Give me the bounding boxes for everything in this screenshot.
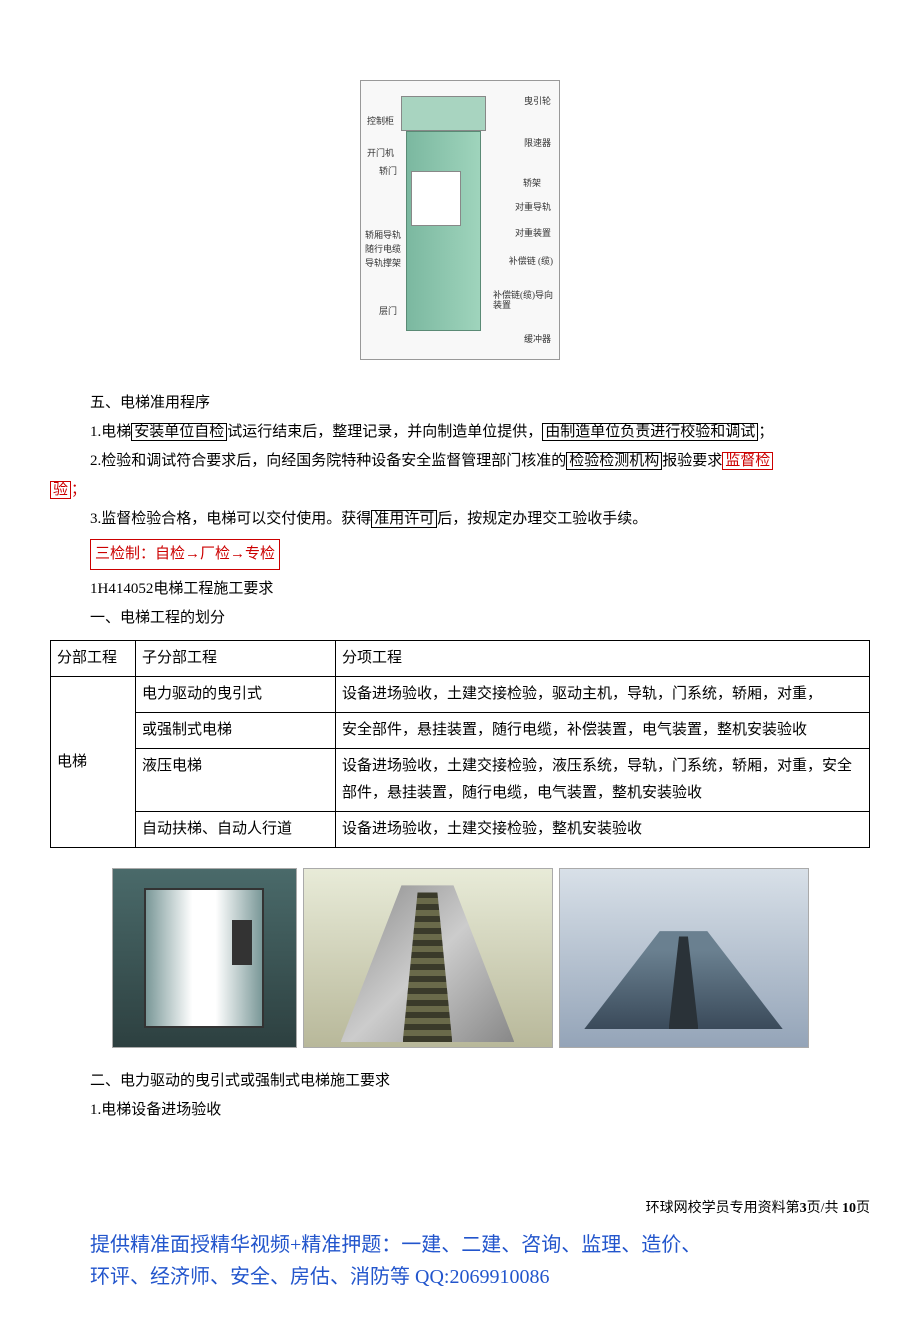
label-cwt-device: 对重装置 xyxy=(515,225,551,241)
cell-traction-2: 或强制式电梯 xyxy=(136,713,336,749)
table-row: 自动扶梯、自动人行道 设备进场验收，土建交接检验，整机安装验收 xyxy=(51,812,870,848)
cell-traction-1: 电力驱动的曳引式 xyxy=(136,677,336,713)
th-item: 分项工程 xyxy=(336,641,870,677)
promo-line1: 提供精准面授精华视频+精准押题：一建、二建、咨询、监理、造价、 xyxy=(90,1229,870,1261)
label-car-frame: 轿架 xyxy=(523,175,541,191)
section5-item3: 3.监督检验合格，电梯可以交付使用。获得准用许可后，按规定办理交工验收手续。 xyxy=(90,506,830,533)
section1-heading: 一、电梯工程的划分 xyxy=(90,605,830,632)
boxed-manufacturer-verify: 由制造单位负责进行校验和调试 xyxy=(542,423,758,441)
section2-heading: 二、电力驱动的曳引式或强制式电梯施工要求 xyxy=(90,1068,830,1095)
photo-moving-walkway xyxy=(559,868,809,1048)
label-rail-bracket: 导轨撑架 xyxy=(365,255,401,271)
th-division: 分部工程 xyxy=(51,641,136,677)
label-door-machine: 开门机 xyxy=(367,145,394,161)
label-control-cabinet: 控制柜 xyxy=(367,113,394,129)
photo-row xyxy=(50,868,870,1048)
th-subdivision: 子分部工程 xyxy=(136,641,336,677)
label-buffer: 缓冲器 xyxy=(524,331,551,347)
elevator-cutaway-diagram: 曳引轮 控制柜 开门机 轿门 限速器 轿架 对重导轨 对重装置 补偿链 (缆) … xyxy=(360,80,560,360)
cell-elevator: 电梯 xyxy=(51,677,136,848)
elevator-diagram-container: 曳引轮 控制柜 开门机 轿门 限速器 轿架 对重导轨 对重装置 补偿链 (缆) … xyxy=(50,80,870,360)
section5-heading: 五、电梯准用程序 xyxy=(90,390,830,417)
photo-escalator xyxy=(303,868,553,1048)
cell-items-1: 设备进场验收，土建交接检验，驱动主机，导轨，门系统，轿厢，对重， xyxy=(336,677,870,713)
cell-hydraulic: 液压电梯 xyxy=(136,749,336,812)
cell-escalator: 自动扶梯、自动人行道 xyxy=(136,812,336,848)
boxed-inspection-org: 检验检测机构 xyxy=(566,452,662,470)
boxed-self-inspection: 安装单位自检 xyxy=(131,423,227,441)
label-comp-guide: 补偿链(缆)导向装置 xyxy=(493,291,553,311)
section5-item1: 1.电梯安装单位自检试运行结束后，整理记录，并向制造单位提供，由制造单位负责进行… xyxy=(90,419,830,446)
label-cwt-rail: 对重导轨 xyxy=(515,199,551,215)
label-car-door: 轿门 xyxy=(379,163,397,179)
section2-item1: 1.电梯设备进场验收 xyxy=(90,1097,830,1124)
division-table: 分部工程 子分部工程 分项工程 电梯 电力驱动的曳引式 设备进场验收，土建交接检… xyxy=(50,640,870,848)
section5-item2-line2: 验； xyxy=(50,477,830,504)
section-code: 1H414052电梯工程施工要求 xyxy=(90,576,830,603)
section5-summary: 三检制：自检→厂检→专检 xyxy=(90,535,830,574)
page-total: 10 xyxy=(842,1201,856,1216)
photo-elevator-car xyxy=(112,868,297,1048)
section5-item2-line1: 2.检验和调试符合要求后，向经国务院特种设备安全监督管理部门核准的检验检测机构报… xyxy=(90,448,830,475)
label-speed-governor: 限速器 xyxy=(524,135,551,151)
promo-line2: 环评、经济师、安全、房估、消防等 QQ:2069910086 xyxy=(90,1261,870,1293)
cell-items-4: 设备进场验收，土建交接检验，整机安装验收 xyxy=(336,812,870,848)
label-landing-door: 层门 xyxy=(379,303,397,319)
table-header-row: 分部工程 子分部工程 分项工程 xyxy=(51,641,870,677)
table-row: 或强制式电梯 安全部件，悬挂装置，随行电缆，补偿装置，电气装置，整机安装验收 xyxy=(51,713,870,749)
cell-items-3: 设备进场验收，土建交接检验，液压系统，导轨，门系统，轿厢，对重，安全部件，悬挂装… xyxy=(336,749,870,812)
promo-text: 提供精准面授精华视频+精准押题：一建、二建、咨询、监理、造价、 环评、经济师、安… xyxy=(0,1221,920,1333)
cell-items-2: 安全部件，悬挂装置，随行电缆，补偿装置，电气装置，整机安装验收 xyxy=(336,713,870,749)
three-check-system: 三检制：自检→厂检→专检 xyxy=(90,539,280,570)
page-footer: 环球网校学员专用资料第3页/共 10页 xyxy=(0,1196,920,1221)
boxed-supervise-2: 验 xyxy=(50,481,71,499)
table-row: 电梯 电力驱动的曳引式 设备进场验收，土建交接检验，驱动主机，导轨，门系统，轿厢… xyxy=(51,677,870,713)
table-row: 液压电梯 设备进场验收，土建交接检验，液压系统，导轨，门系统，轿厢，对重，安全部… xyxy=(51,749,870,812)
boxed-supervise-1: 监督检 xyxy=(722,452,773,470)
label-traction-wheel: 曳引轮 xyxy=(524,93,551,109)
label-comp-cable: 补偿链 (缆) xyxy=(509,253,553,269)
boxed-permit: 准用许可 xyxy=(371,510,437,528)
page-current: 3 xyxy=(800,1201,807,1216)
